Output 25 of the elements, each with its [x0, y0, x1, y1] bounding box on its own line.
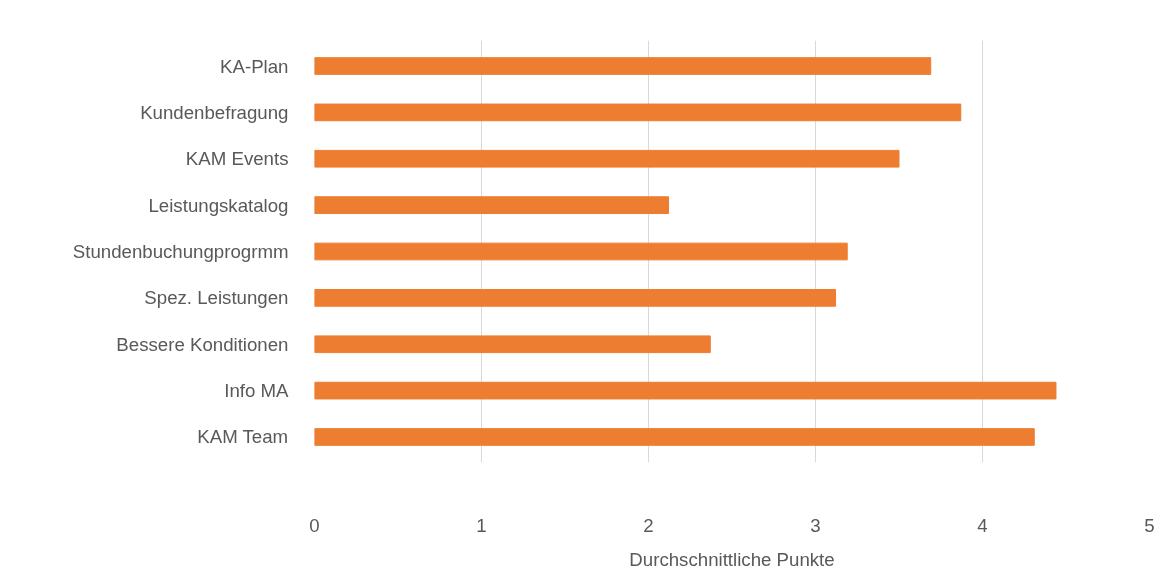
bar [314, 196, 670, 214]
x-tick-label: 1 [476, 514, 487, 536]
x-tick-label: 5 [1144, 514, 1155, 536]
y-tick-label: KAM Events [185, 148, 289, 170]
y-tick-label: Kundenbefragung [140, 101, 289, 123]
bar [314, 289, 837, 307]
y-tick-label: KAM Team [197, 426, 289, 448]
y-tick-label: Info MA [224, 380, 290, 402]
bar [314, 103, 962, 122]
bar [314, 428, 1035, 446]
bar [314, 381, 1057, 400]
bar [314, 149, 900, 168]
x-tick-label: 4 [977, 514, 988, 536]
y-tick-label: KA-Plan [220, 55, 289, 77]
bar [314, 335, 711, 354]
bar [314, 242, 848, 261]
y-tick-label: Bessere Konditionen [116, 333, 289, 355]
x-tick-label: 0 [309, 514, 320, 536]
y-tick-label: Stundenbuchungprogrmm [72, 241, 289, 262]
y-tick-label: Leistungskatalog [148, 194, 289, 216]
x-axis-title: Durchschnittliche Punkte [629, 548, 835, 570]
x-tick-label: 3 [810, 514, 821, 536]
x-tick-label: 2 [643, 514, 654, 536]
bar [314, 57, 932, 75]
y-tick-label: Spez. Leistungen [144, 287, 289, 309]
